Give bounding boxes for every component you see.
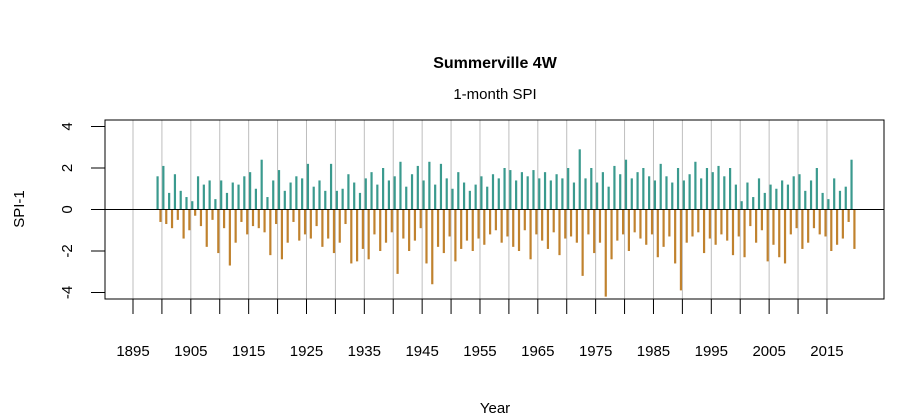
- y-axis-label: SPI-1: [11, 190, 28, 228]
- chart-subtitle: 1-month SPI: [453, 86, 536, 103]
- y-tick-label: 4: [59, 122, 76, 130]
- x-tick-label: 1955: [463, 343, 496, 360]
- x-tick-label: 1935: [348, 343, 381, 360]
- x-axis-label: Year: [480, 400, 510, 417]
- y-tick-label: -4: [59, 286, 76, 299]
- y-tick-label: 2: [59, 164, 76, 172]
- x-tick-label: 1905: [174, 343, 207, 360]
- y-tick-label: -2: [59, 244, 76, 257]
- x-tick-label: 1895: [116, 343, 149, 360]
- x-tick-label: 1925: [290, 343, 323, 360]
- chart-title: Summerville 4W: [433, 55, 558, 72]
- x-tick-label: 2015: [810, 343, 843, 360]
- x-tick-label: 1945: [405, 343, 438, 360]
- x-tick-label: 1975: [579, 343, 612, 360]
- x-tick-label: 1965: [521, 343, 554, 360]
- x-tick-label: 1995: [695, 343, 728, 360]
- x-tick-label: 1985: [637, 343, 670, 360]
- x-tick-label: 2005: [752, 343, 785, 360]
- x-tick-label: 1915: [232, 343, 265, 360]
- y-tick-label: 0: [59, 205, 76, 213]
